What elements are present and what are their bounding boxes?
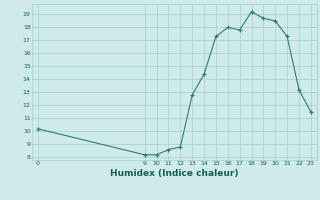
X-axis label: Humidex (Indice chaleur): Humidex (Indice chaleur) [110,169,239,178]
